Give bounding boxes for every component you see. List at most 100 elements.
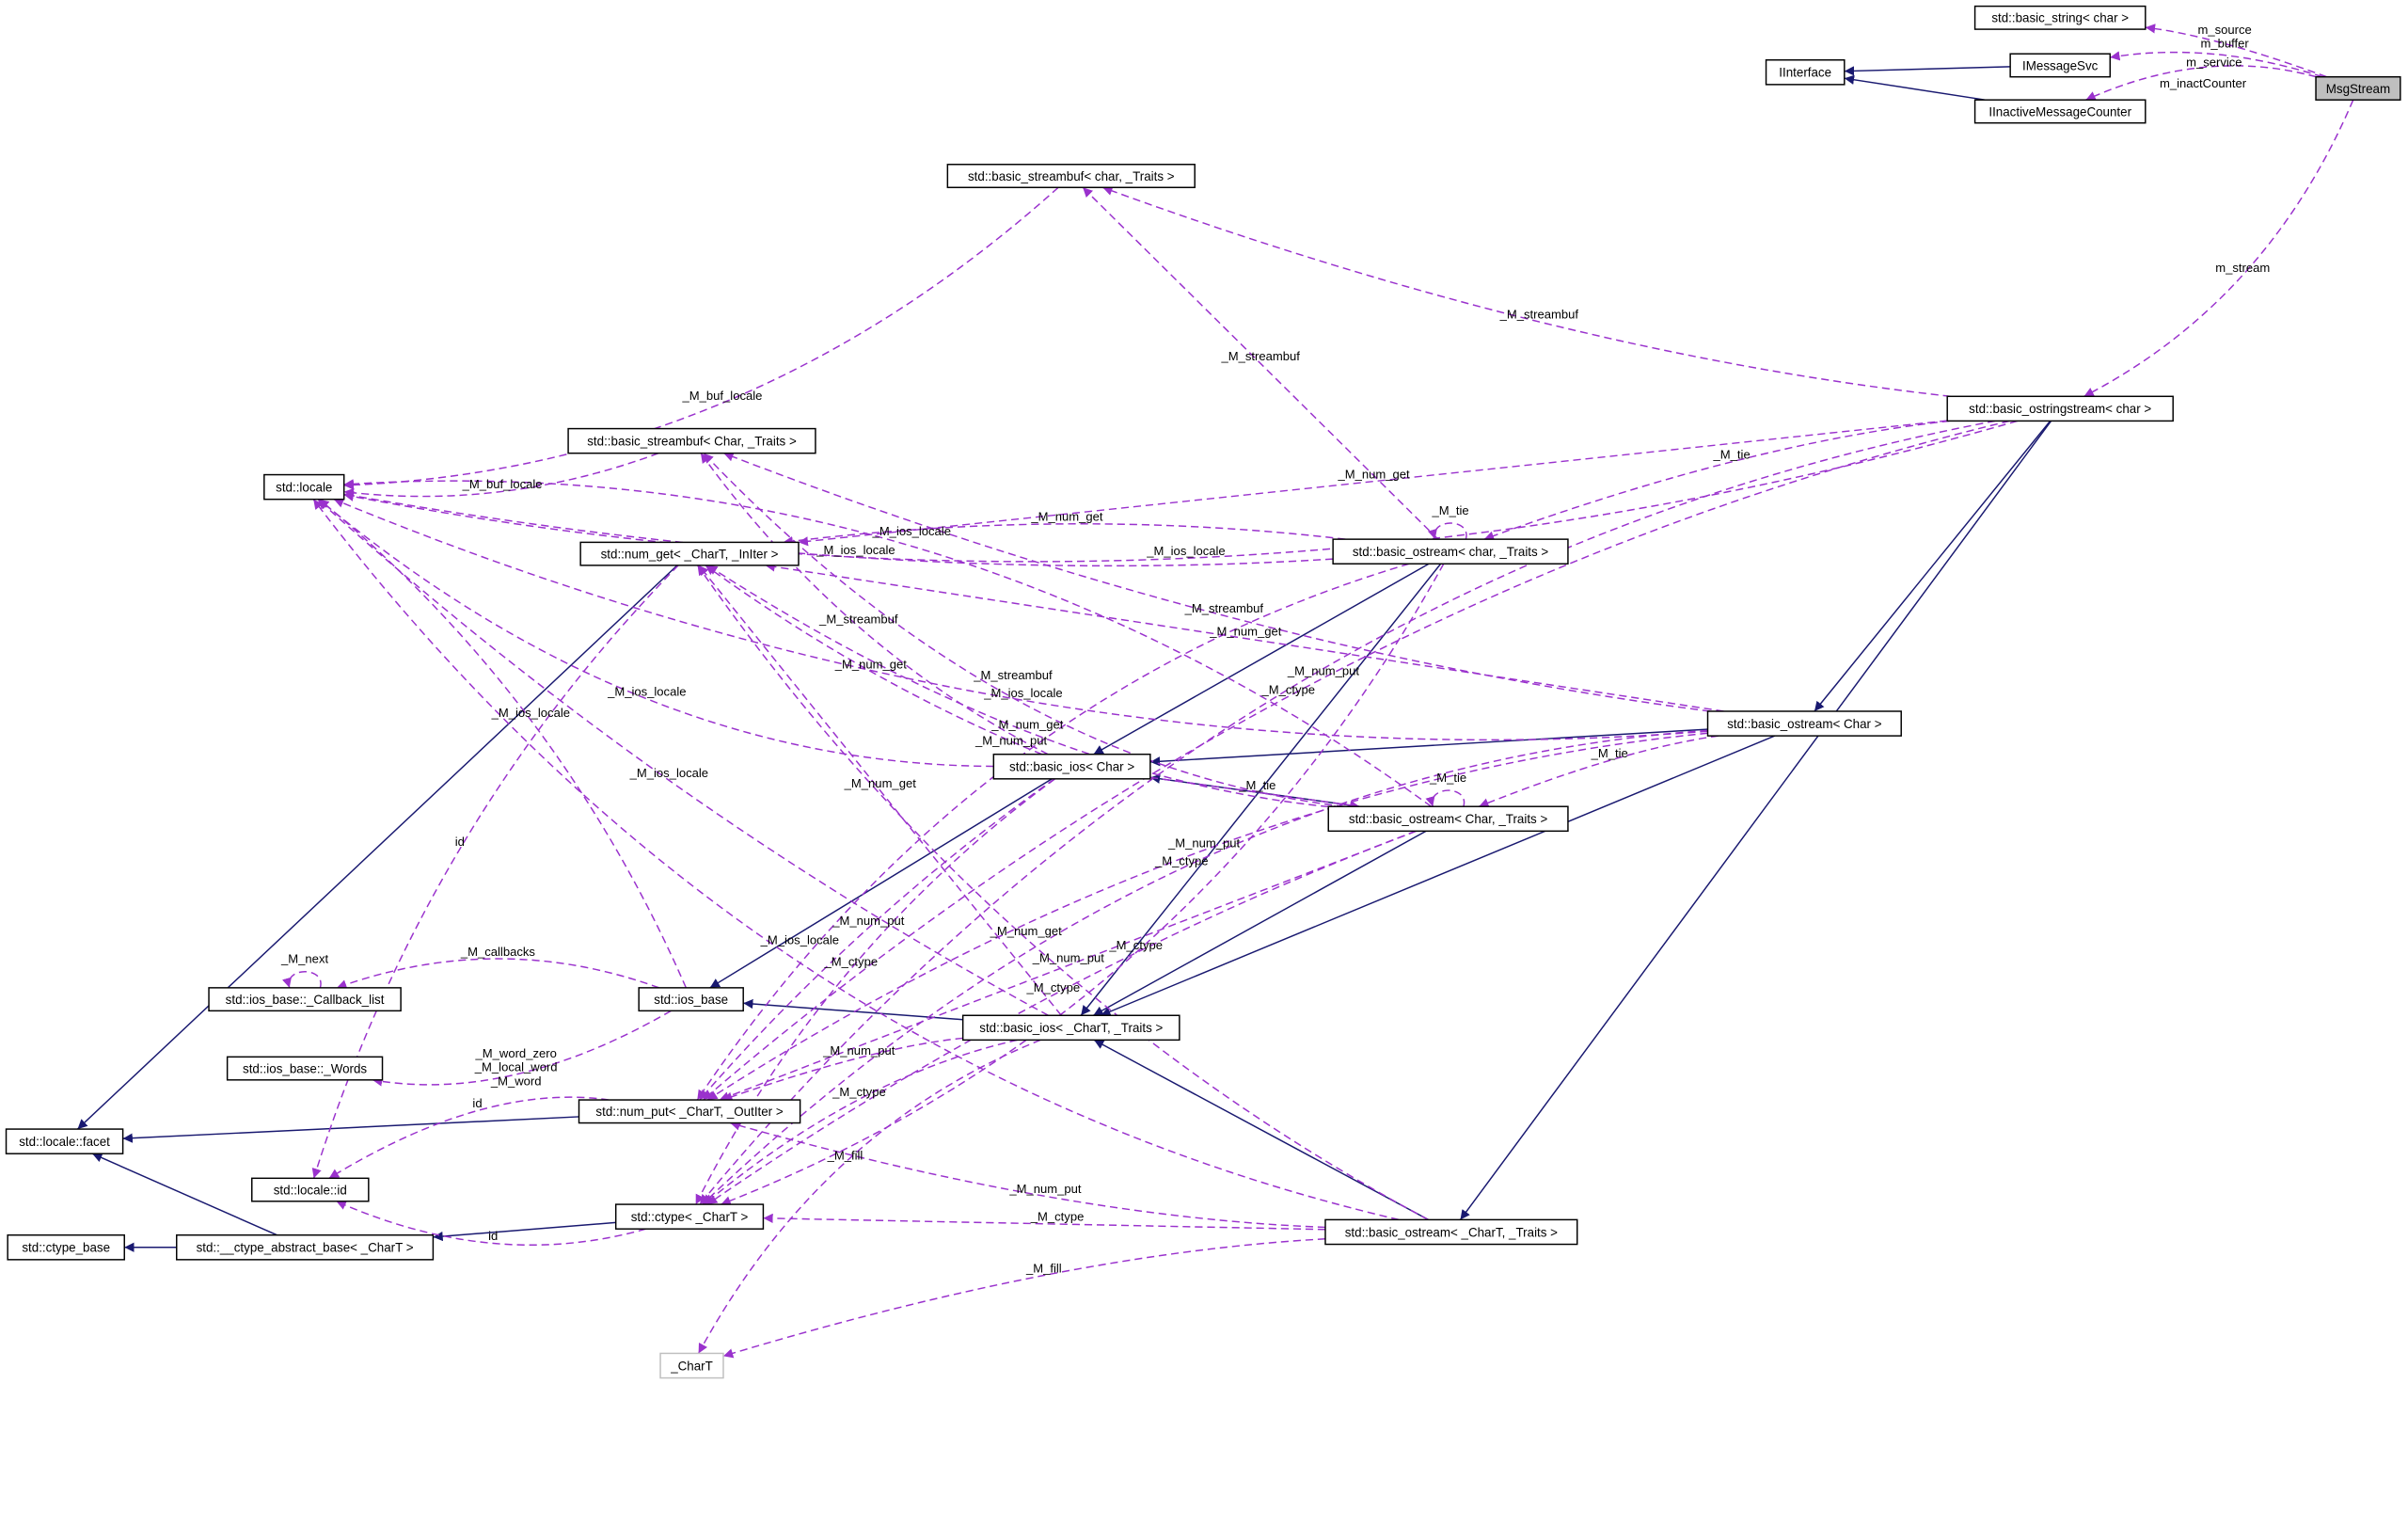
usage-edge [343,490,1334,567]
edge-label: _M_num_put [1287,663,1360,677]
class-label: IMessageSvc [2022,58,2099,72]
class-node-osCharTr[interactable]: std::basic_ostream< Char, _Traits > [1327,805,1569,833]
class-node-iosChar[interactable]: std::basic_ios< Char > [992,753,1151,780]
usage-edge [1102,185,1951,398]
class-node-cb[interactable]: std::ios_base::_Callback_list [208,987,402,1012]
edge-label: _M_ios_locale [983,686,1062,700]
class-box [567,427,816,454]
edge-label: _M_tie [1429,771,1466,785]
class-label: std::basic_ostream< _CharT, _Traits > [1345,1225,1558,1239]
class-box [176,1233,435,1261]
edge-label: _M_word_zero _M_local_word _M_word [474,1046,558,1088]
class-node-msg[interactable]: MsgStream [2315,75,2401,101]
class-box [226,1056,384,1081]
usage-edge [702,420,2010,1101]
usage-edge [706,565,1329,808]
edge-label: _M_ctype [1154,854,1209,868]
class-node-ctbase[interactable]: std::ctype_base [7,1233,125,1261]
usage-edge [721,1037,963,1102]
class-box [1765,59,1846,86]
class-node-iosbase[interactable]: std::ios_base [638,987,744,1012]
usage-edge [318,499,688,989]
edge-label: id [455,835,465,849]
class-box [1324,1218,1578,1246]
inheritance-edge [709,778,1053,989]
class-node-ostrs[interactable]: std::basic_ostringstream< char > [1946,395,2174,422]
edge-label: _M_ctype [1108,938,1163,952]
usage-edge [722,1238,1326,1359]
class-label: std::ios_base::_Callback_list [226,993,385,1007]
inheritance-edge [433,1221,616,1242]
edge-label: _M_tie [1713,448,1751,462]
class-node-sbChar[interactable]: std::basic_streambuf< Char, _Traits > [567,427,816,454]
class-node-numput[interactable]: std::num_put< _CharT, _OutIter > [578,1099,801,1124]
usage-edge [721,563,1445,1206]
class-label: std::locale [276,481,332,495]
class-node-iint[interactable]: IInterface [1765,59,1846,86]
class-box [1973,99,2147,124]
usage-edge [703,453,1345,807]
edge-label: _M_ios_locale [607,685,686,699]
class-node-facet[interactable]: std::locale::facet [5,1128,124,1154]
class-box [2009,53,2111,78]
class-label: std::basic_ostream< char, _Traits > [1353,545,1549,559]
usage-edge [1478,735,1719,808]
class-node-imsg[interactable]: IMessageSvc [2009,53,2111,78]
class-node-iinact[interactable]: IInactiveMessageCounter [1973,99,2147,124]
usage-edge [695,778,1056,1205]
class-label: _CharT [670,1359,713,1373]
inheritance-edge [1093,563,1430,756]
class-node-words[interactable]: std::ios_base::_Words [226,1056,384,1081]
class-node-oschartr[interactable]: std::basic_ostream< char, _Traits > [1332,538,1569,565]
usage-edge [730,1121,1326,1229]
edge-label: _M_ios_locale [816,543,895,557]
class-box [1973,5,2147,30]
edge-label: _M_num_put [974,734,1048,748]
class-box [638,987,744,1012]
usage-edge [1082,186,1439,540]
inheritance-edge [1100,735,1776,1017]
class-node-iosCT[interactable]: std::basic_ios< _CharT, _Traits > [961,1014,1180,1042]
class-node-ctype[interactable]: std::ctype< _CharT > [614,1203,765,1230]
usage-edge [704,1039,1018,1205]
usage-edge [282,970,322,989]
class-box [5,1128,124,1154]
edge-label: _M_num_put [832,914,905,928]
usage-edge [336,958,659,990]
class-box [579,541,800,566]
class-node-ctabs[interactable]: std::__ctype_abstract_base< _CharT > [176,1233,435,1261]
edge-label: _M_fill [827,1148,863,1162]
usage-edge [698,565,1062,1016]
class-box [1706,710,1902,737]
edge-label: _M_streambuf [973,668,1053,682]
usage-edge [1425,789,1465,807]
edge-label: _M_num_get [1030,510,1103,524]
class-label: std::locale::facet [19,1135,110,1149]
class-node-numget[interactable]: std::num_get< _CharT, _InIter > [579,541,800,566]
class-label: std::basic_string< char > [1991,11,2129,25]
edge-label: _M_streambuf [1499,308,1579,322]
usage-edge [783,523,1346,547]
class-node-sbchar[interactable]: std::basic_streambuf< char, _Traits > [946,164,1196,188]
class-node-lid[interactable]: std::locale::id [251,1177,370,1202]
class-node-bstr[interactable]: std::basic_string< char > [1973,5,2147,30]
edge-label: id [472,1096,482,1110]
class-label: std::locale::id [274,1183,347,1197]
class-box [251,1177,370,1202]
usage-edge [705,565,1042,756]
class-node-locale[interactable]: std::locale [263,473,345,501]
class-label: std::ios_base::_Words [243,1061,367,1075]
usage-edge [696,565,1429,1221]
class-node-osCT[interactable]: std::basic_ostream< _CharT, _Traits > [1324,1218,1578,1246]
edge-label: _M_num_put [1167,835,1241,850]
usage-edge [765,562,1724,712]
usage-edge [333,498,1708,741]
class-box [1327,805,1569,833]
class-node-osChar[interactable]: std::basic_ostream< Char > [1706,710,1902,737]
usage-edge [318,499,994,768]
edge-label: _M_buf_locale [682,389,763,403]
usage-edge [343,420,2019,563]
edge-label: m_inactCounter [2160,76,2247,90]
class-node-chart[interactable]: _CharT [659,1352,724,1379]
edge-label: _M_ctype [1030,1210,1085,1224]
